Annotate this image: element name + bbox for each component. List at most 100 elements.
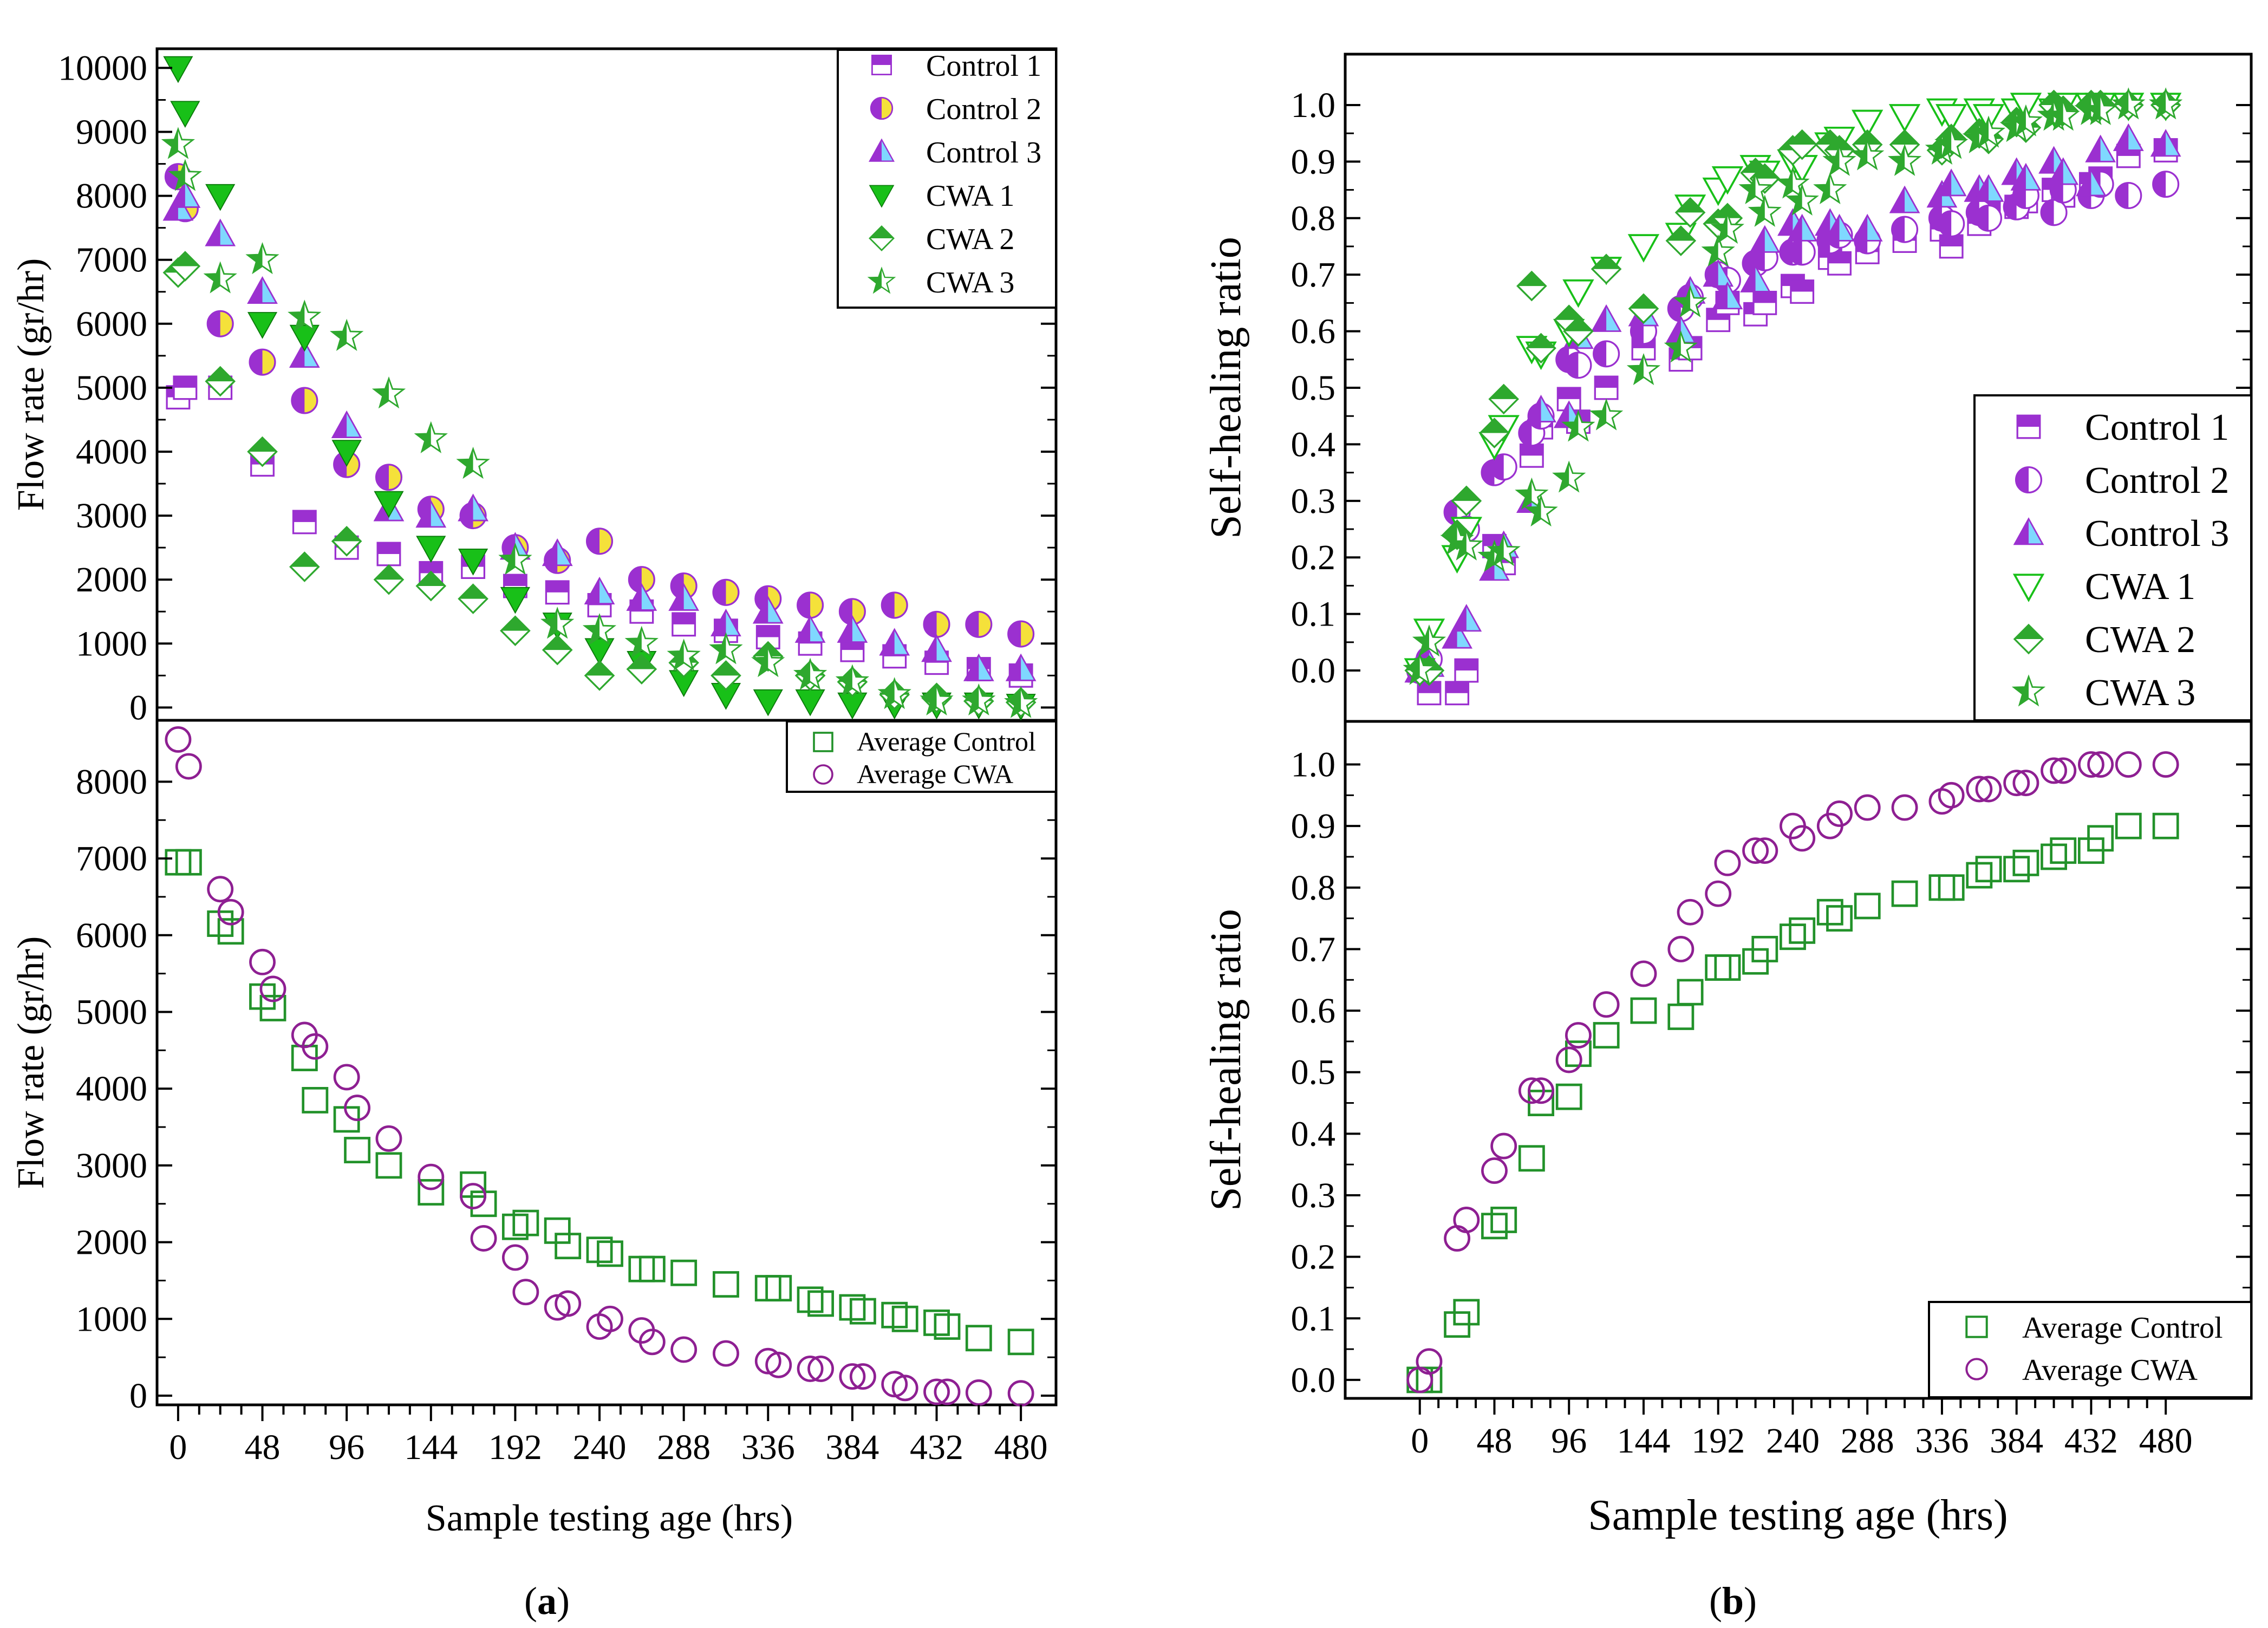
data-point [1701, 234, 1735, 266]
series-a-top-cwa-3 [161, 127, 1038, 718]
data-point [498, 543, 532, 575]
data-point [344, 1095, 371, 1122]
data-point [879, 628, 910, 656]
panel-a: 0 1000 2000 3000 4000 5000 6000 7000 8000 9000 100… [10, 47, 1058, 1623]
data-point [1785, 183, 1819, 216]
data-point [247, 436, 278, 467]
data-point [1528, 1077, 1555, 1104]
y-tick-label: 0.7 [1291, 929, 1336, 969]
x-tick-label: 192 [488, 1428, 542, 1467]
legend-marker-control-3 [2013, 517, 2044, 545]
data-point [416, 536, 446, 563]
panel-b-bottom-legend: Average Control Average CWA [1928, 1301, 2252, 1398]
panel-a-top-legend-box [837, 49, 1057, 309]
data-point [584, 660, 615, 691]
data-point [1751, 936, 1778, 962]
data-point [1748, 194, 1782, 227]
data-point [1406, 1366, 1433, 1393]
data-point [1891, 880, 1918, 907]
panel-b-caption-letter: b [1722, 1579, 1744, 1623]
data-point [344, 1137, 371, 1163]
data-point [203, 261, 237, 294]
data-point [1593, 991, 1620, 1018]
legend-a-top-label-control-2: Control 2 [926, 93, 1041, 126]
panel-a-caption: (a) [524, 1579, 570, 1623]
data-point [374, 491, 404, 518]
legend-marker-cwa-3 [867, 266, 896, 294]
y-tick-label: 9000 [76, 113, 147, 152]
data-point [2003, 770, 2030, 797]
data-point [456, 446, 490, 479]
data-point [1479, 418, 1510, 448]
legend-marker-control-2 [2015, 466, 2043, 494]
series-a-bottom-average-control [165, 849, 1034, 1356]
data-point [797, 591, 824, 619]
data-point [2010, 162, 2042, 191]
data-point [881, 1371, 908, 1398]
y-tick-label: 7000 [76, 839, 147, 878]
data-point [1852, 213, 1883, 242]
data-point [175, 753, 202, 780]
y-tick-label: 0.0 [1291, 1360, 1336, 1400]
data-point [1975, 856, 2002, 883]
data-point [1488, 383, 1520, 415]
data-point [1449, 528, 1483, 561]
data-point [1673, 285, 1707, 317]
data-point [289, 324, 320, 352]
panel-b-caption: (b) [1709, 1579, 1757, 1623]
data-point [1518, 1145, 1545, 1172]
data-point [584, 576, 615, 605]
data-point [1412, 624, 1446, 657]
data-point [2083, 93, 2117, 125]
legend-b-top-label-control-1: Control 1 [2085, 407, 2229, 448]
data-point [793, 657, 827, 690]
data-point [921, 634, 952, 662]
data-point [206, 310, 234, 337]
data-point [415, 500, 447, 528]
legend-marker-cwa-3 [2011, 674, 2046, 707]
data-point [1007, 1380, 1034, 1407]
data-point [672, 612, 696, 637]
y-tick-label: 6000 [76, 304, 147, 344]
panel-a-top-y-title: Flow rate (gr/hr) [10, 258, 52, 511]
data-point [1789, 825, 1816, 852]
data-point [1740, 264, 1771, 292]
data-point [1591, 253, 1622, 285]
data-point [839, 1294, 866, 1321]
panel-a-bottom-plot [165, 726, 1034, 1407]
data-point [1742, 837, 1769, 864]
data-point [1705, 880, 1732, 907]
data-point [161, 127, 195, 159]
data-point [638, 1255, 666, 1282]
data-point [288, 299, 322, 332]
y-tick-label: 0.4 [1291, 1114, 1336, 1154]
data-point [1934, 127, 1969, 159]
data-point [582, 613, 617, 646]
legend-b-top-label-control-2: Control 2 [2085, 460, 2229, 502]
x-tick-label: 48 [1476, 1421, 1512, 1461]
data-point [247, 312, 278, 339]
data-point [414, 421, 448, 453]
panel-a-top-plot [161, 56, 1038, 721]
data-point [302, 1033, 329, 1060]
panel-a-caption-letter: a [537, 1579, 557, 1623]
data-point [302, 1086, 329, 1113]
panel-b-x-title: Sample testing age (hrs) [1588, 1492, 2008, 1539]
legend-marker-cwa-2 [2013, 623, 2044, 655]
data-point [712, 578, 740, 606]
panel-a-top-legend: Control 1 Control 2 Control 3 CWA 1 CWA … [837, 49, 1057, 309]
data-point [2152, 812, 2179, 839]
data-point [839, 1363, 866, 1390]
legend-b-bottom-label-average-control: Average Control [2022, 1311, 2223, 1345]
data-point [765, 1351, 792, 1378]
data-point [2150, 129, 2181, 157]
x-tick-label: 432 [910, 1428, 963, 1467]
data-point [2012, 849, 2039, 876]
data-point [2050, 837, 2077, 864]
legend-marker-average-cwa [1965, 1358, 1988, 1380]
data-point [807, 1290, 834, 1317]
data-point [962, 683, 996, 716]
data-point [1516, 270, 1547, 302]
data-point [753, 689, 783, 717]
y-tick-label: 3000 [76, 496, 147, 536]
